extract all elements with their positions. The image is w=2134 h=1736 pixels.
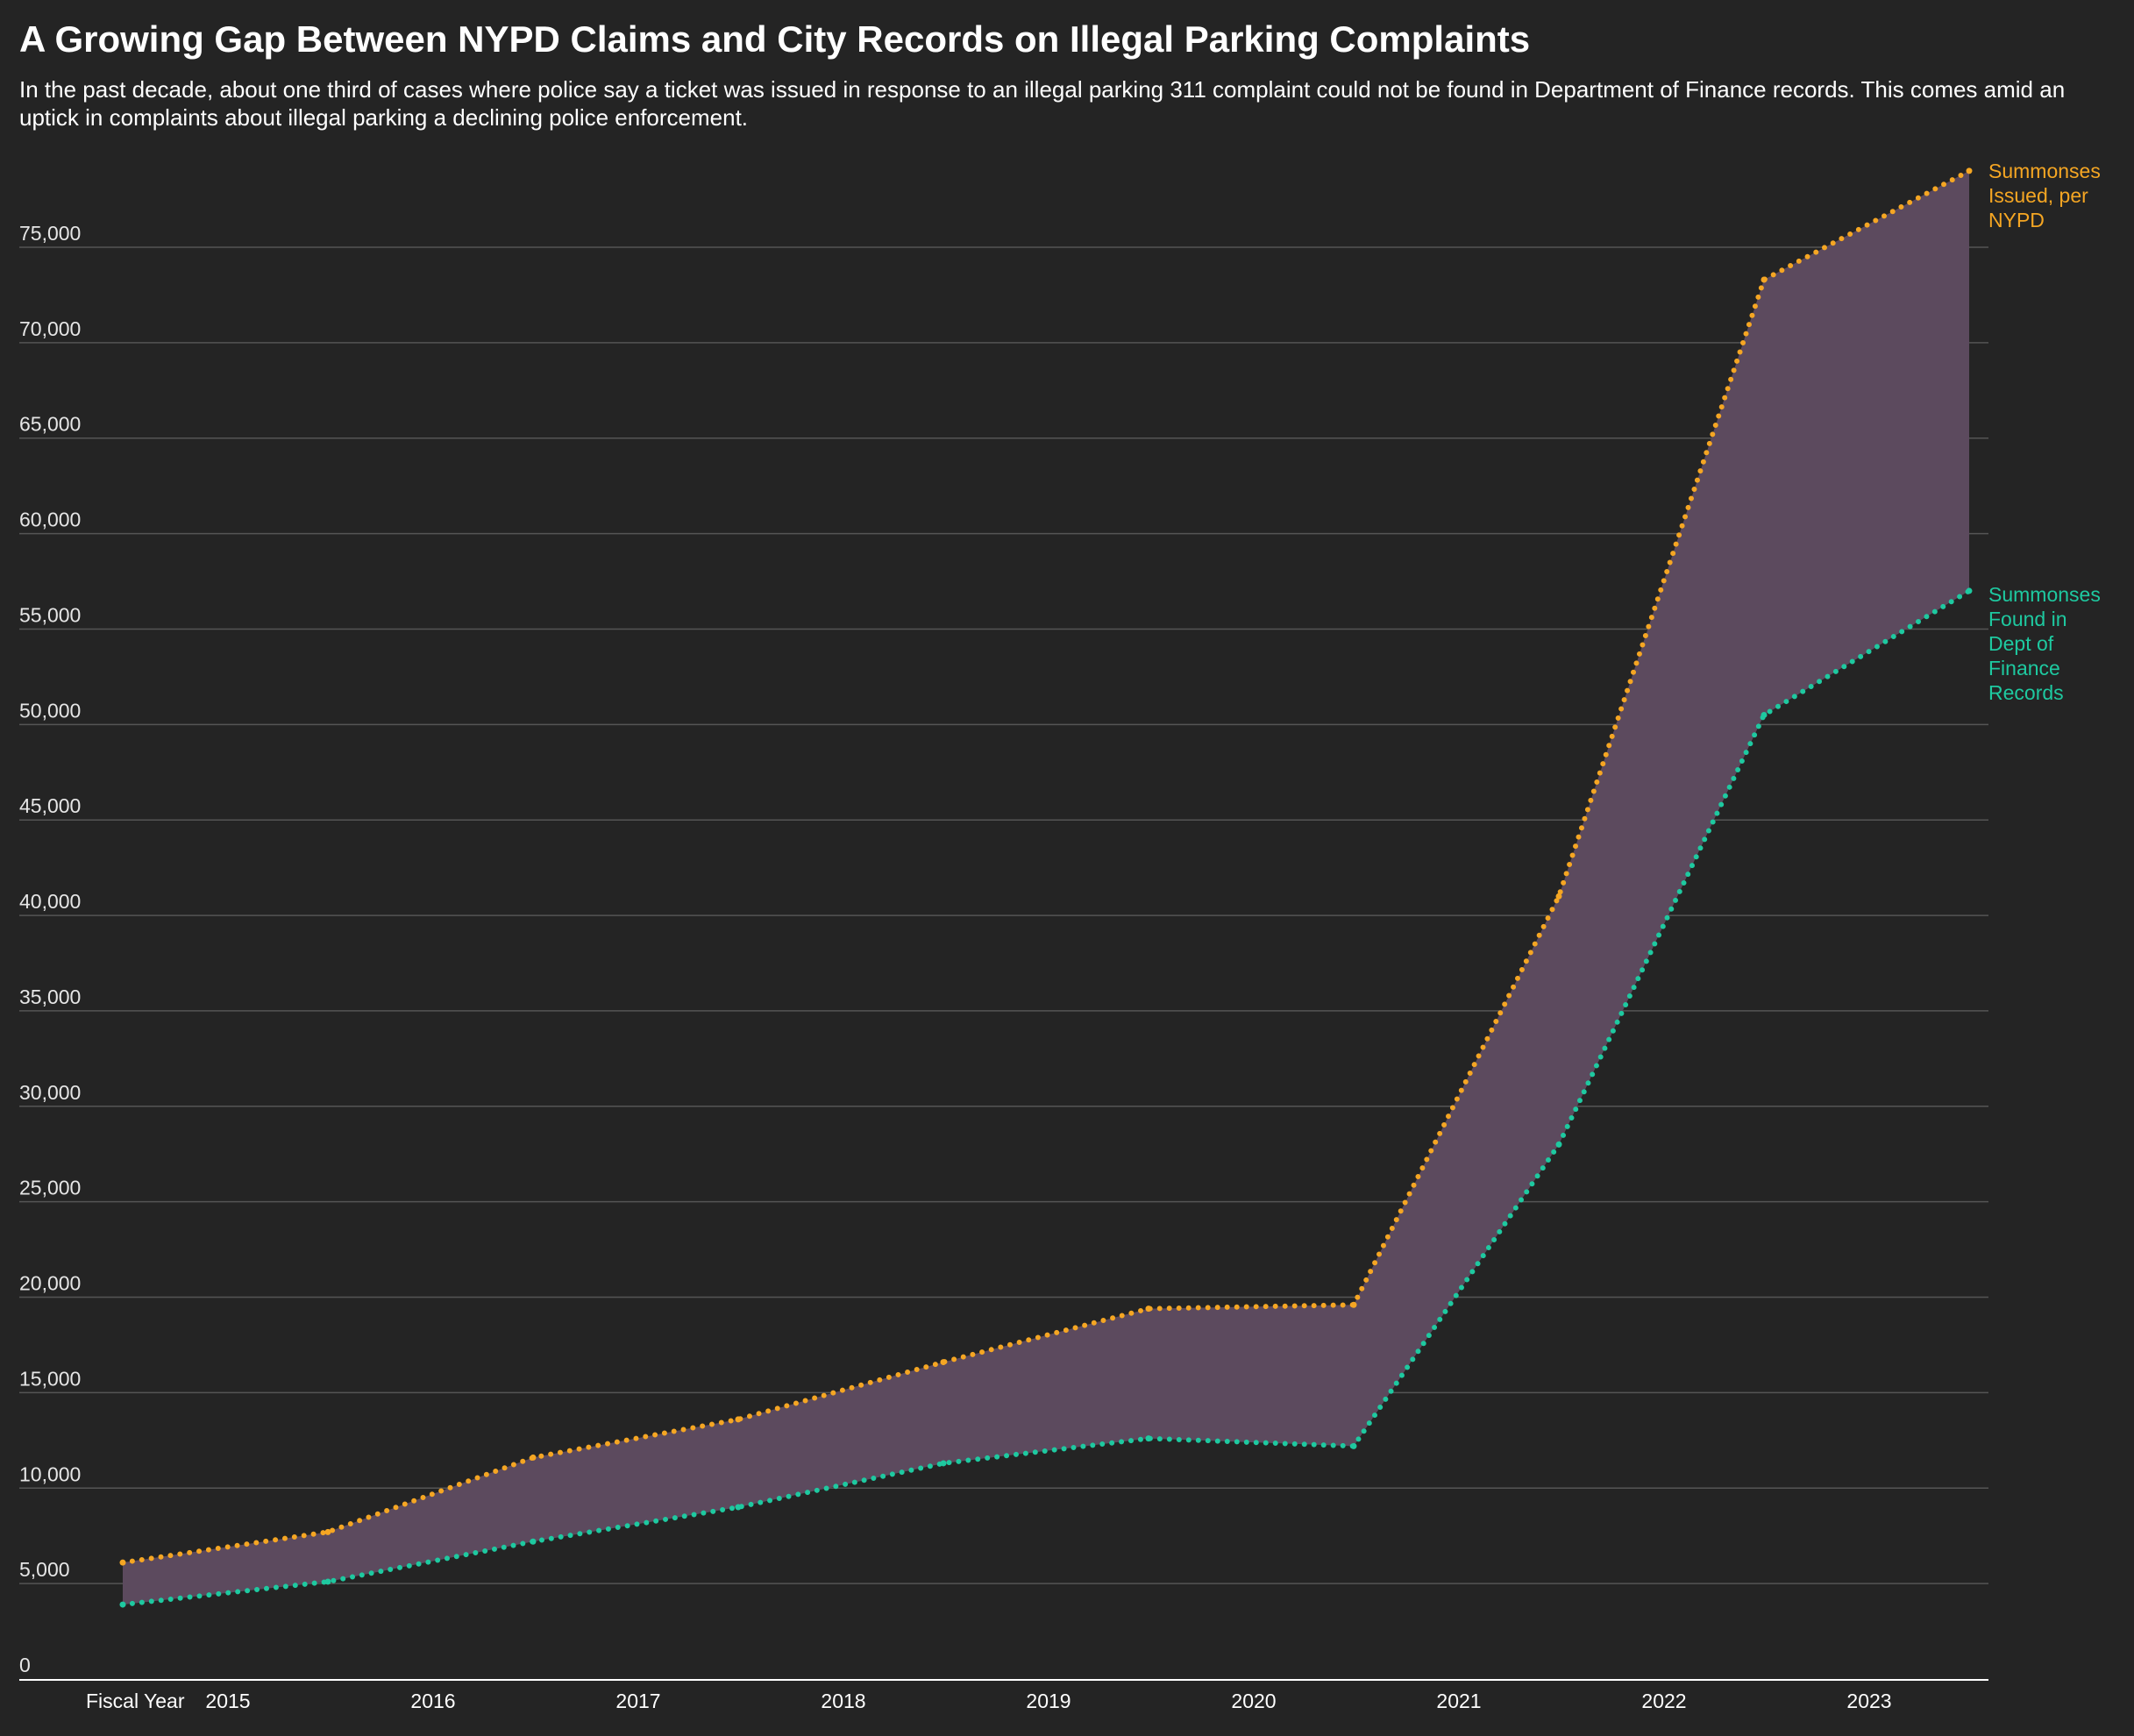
x-axis-label: Fiscal Year	[86, 1690, 185, 1712]
y-tick-label: 5,000	[19, 1558, 70, 1581]
x-tick-label: 2021	[1436, 1690, 1481, 1712]
series-label-line: Found in	[1988, 608, 2067, 630]
y-tick-label: 45,000	[19, 794, 81, 817]
data-point	[1350, 1442, 1357, 1449]
y-tick-label: 55,000	[19, 603, 81, 626]
x-tick-label: 2023	[1846, 1690, 1891, 1712]
y-tick-label: 15,000	[19, 1367, 81, 1390]
x-axis-tick-labels: Fiscal Year 2015 2016 2017 2018 2019 2020 2021 2…	[86, 1690, 1892, 1712]
x-tick-label: 2020	[1231, 1690, 1276, 1712]
series-label-line: NYPD	[1988, 209, 2045, 231]
data-point	[940, 1460, 947, 1467]
x-tick-label: 2016	[410, 1690, 455, 1712]
chart-subtitle: In the past decade, about one third of c…	[19, 76, 2066, 131]
data-point	[119, 1601, 126, 1608]
data-point	[1761, 711, 1768, 718]
y-tick-label: 20,000	[19, 1272, 81, 1295]
data-point	[324, 1528, 331, 1535]
y-tick-label: 60,000	[19, 509, 81, 531]
data-point	[119, 1559, 126, 1566]
data-point	[530, 1454, 537, 1461]
y-tick-label: 65,000	[19, 413, 81, 436]
y-tick-label: 35,000	[19, 985, 81, 1008]
y-tick-label: 75,000	[19, 222, 81, 245]
data-point	[1966, 167, 1973, 174]
data-point	[735, 1504, 742, 1511]
data-point	[1966, 587, 1973, 594]
y-tick-label: 40,000	[19, 890, 81, 913]
y-tick-label: 70,000	[19, 317, 81, 340]
series-label-line: Issued, per	[1988, 184, 2088, 207]
grid-lines	[19, 246, 1988, 1584]
y-tick-label: 30,000	[19, 1081, 81, 1104]
gap-area	[123, 170, 1969, 1605]
series-label-line: Dept of	[1988, 632, 2054, 655]
series-label-line: Summonses	[1988, 583, 2101, 606]
y-tick-label: 25,000	[19, 1177, 81, 1199]
x-tick-label: 2022	[1641, 1690, 1686, 1712]
data-point	[1555, 1141, 1562, 1148]
x-tick-label: 2018	[821, 1690, 865, 1712]
series-label-line: Summonses	[1988, 160, 2101, 182]
data-point	[735, 1416, 742, 1423]
gap-area-fill	[123, 170, 1969, 1605]
chart-header: A Growing Gap Between NYPD Claims and Ci…	[19, 16, 2088, 132]
x-tick-label: 2019	[1026, 1690, 1071, 1712]
series-line-dof	[120, 587, 1972, 1608]
data-point	[1350, 1301, 1357, 1308]
y-axis-tick-labels: 0 5,000 10,000 15,000 20,000 25,000 30,000 35,0…	[19, 222, 81, 1676]
data-point	[1761, 276, 1768, 283]
data-point	[324, 1578, 331, 1585]
y-tick-label: 0	[19, 1654, 31, 1676]
data-point	[1555, 893, 1562, 900]
series-label-line: Records	[1988, 681, 2064, 704]
x-tick-label: 2015	[205, 1690, 250, 1712]
data-point	[1145, 1435, 1152, 1442]
series-label-line: Finance	[1988, 657, 2060, 679]
series-line-nypd	[120, 167, 1972, 1566]
data-point	[1145, 1306, 1152, 1313]
x-tick-label: 2017	[615, 1690, 660, 1712]
data-point	[940, 1359, 947, 1366]
series-lines	[119, 167, 1973, 1608]
y-tick-label: 50,000	[19, 699, 81, 722]
chart-title: A Growing Gap Between NYPD Claims and Ci…	[19, 18, 1531, 60]
data-point	[530, 1538, 537, 1545]
y-tick-label: 10,000	[19, 1462, 81, 1485]
